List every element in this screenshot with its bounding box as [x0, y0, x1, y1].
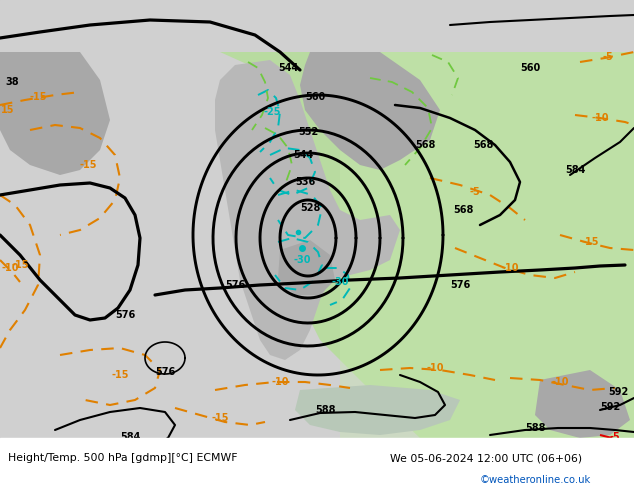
Text: 592: 592	[600, 402, 620, 412]
Polygon shape	[300, 52, 440, 170]
Text: -15: -15	[211, 413, 229, 423]
Text: 592: 592	[608, 387, 628, 397]
Polygon shape	[535, 370, 630, 438]
Text: -15: -15	[581, 237, 598, 247]
Text: -15: -15	[79, 160, 97, 170]
Text: 568: 568	[415, 140, 435, 150]
Text: We 05-06-2024 12:00 UTC (06+06): We 05-06-2024 12:00 UTC (06+06)	[390, 453, 582, 463]
Text: -30: -30	[331, 277, 349, 287]
Text: -5: -5	[470, 187, 481, 197]
Polygon shape	[215, 60, 400, 360]
Text: 528: 528	[300, 203, 320, 213]
Bar	[0, 0, 634, 438]
Text: 552: 552	[298, 127, 318, 137]
Text: 15: 15	[1, 105, 15, 115]
Text: 584: 584	[120, 432, 140, 442]
Text: ©weatheronline.co.uk: ©weatheronline.co.uk	[480, 475, 592, 485]
Text: 536: 536	[295, 177, 315, 187]
Text: -10: -10	[426, 363, 444, 373]
Text: 560: 560	[520, 63, 540, 73]
Text: -5: -5	[603, 52, 613, 62]
Text: 588: 588	[525, 423, 545, 433]
Text: -15: -15	[111, 370, 129, 380]
Text: -10: -10	[271, 377, 288, 387]
Text: 38: 38	[5, 77, 19, 87]
Text: 588: 588	[314, 405, 335, 415]
Text: 568: 568	[453, 205, 473, 215]
Polygon shape	[340, 52, 634, 438]
Text: -5: -5	[574, 447, 585, 457]
Text: 560: 560	[305, 92, 325, 102]
Text: 568: 568	[473, 140, 493, 150]
Text: 576: 576	[155, 367, 175, 377]
Bar	[0, 438, 634, 490]
Text: -10: -10	[551, 377, 569, 387]
Text: -5: -5	[610, 432, 621, 442]
Text: 544: 544	[293, 150, 313, 160]
Text: -25: -25	[263, 107, 281, 117]
Polygon shape	[220, 52, 634, 438]
Text: -15: -15	[29, 92, 47, 102]
Text: -10: -10	[501, 263, 519, 273]
Polygon shape	[295, 385, 460, 435]
Text: 584: 584	[565, 165, 585, 175]
Text: -15: -15	[11, 260, 29, 270]
Text: -10: -10	[592, 113, 609, 123]
Polygon shape	[0, 52, 110, 175]
Text: 576: 576	[450, 280, 470, 290]
Text: Height/Temp. 500 hPa [gdmp][°C] ECMWF: Height/Temp. 500 hPa [gdmp][°C] ECMWF	[8, 453, 238, 463]
Text: 544: 544	[278, 63, 298, 73]
Polygon shape	[278, 240, 335, 295]
Text: 576: 576	[115, 310, 135, 320]
Text: -30: -30	[294, 255, 311, 265]
Text: -10: -10	[1, 263, 19, 273]
Text: 576: 576	[225, 280, 245, 290]
